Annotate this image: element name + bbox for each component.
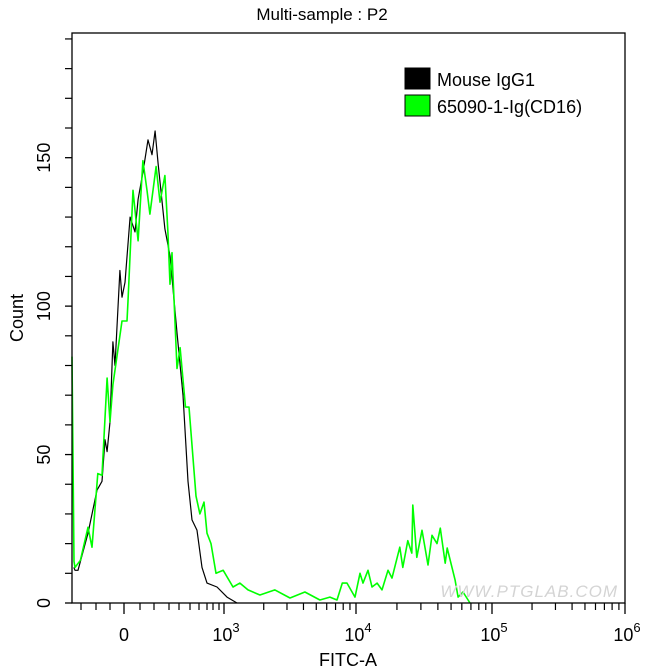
x-tick-label-base: 10 [480,625,500,645]
x-tick-label-base: 0 [119,625,129,645]
x-tick-label-exponent: 4 [364,620,371,635]
x-tick-label-exponent: 6 [633,620,640,635]
y-tick-label: 100 [34,291,54,321]
x-tick-label: 105 [480,620,507,645]
y-axis-label: Count [7,294,27,342]
x-tick-label-base: 10 [344,625,364,645]
legend-swatch-cd16 [404,94,431,117]
series-line-cd16 [71,159,471,604]
watermark: WWW.PTGLAB.COM [440,582,618,601]
chart-title: Multi-sample : P2 [256,5,387,24]
y-tick-label: 0 [34,598,54,608]
y-tick-label: 50 [34,445,54,465]
series-line-isotype [73,130,238,604]
x-tick-label: 106 [613,620,640,645]
x-axis-label: FITC-A [319,650,377,670]
x-tick-label-base: 10 [212,625,232,645]
x-tick-label: 104 [344,620,371,645]
x-tick-label: 0 [119,625,129,645]
legend-swatch-isotype [404,67,431,90]
legend: Mouse IgG1 65090-1-Ig(CD16) [404,67,582,117]
x-tick-label: 103 [212,620,239,645]
legend-label-cd16: 65090-1-Ig(CD16) [437,97,582,117]
y-tick-label: 150 [34,143,54,173]
plot-area [71,130,471,604]
plot-frame [71,32,626,604]
legend-label-isotype: Mouse IgG1 [437,70,535,90]
x-tick-label-exponent: 3 [232,620,239,635]
x-tick-label-exponent: 5 [500,620,507,635]
x-tick-label-base: 10 [613,625,633,645]
